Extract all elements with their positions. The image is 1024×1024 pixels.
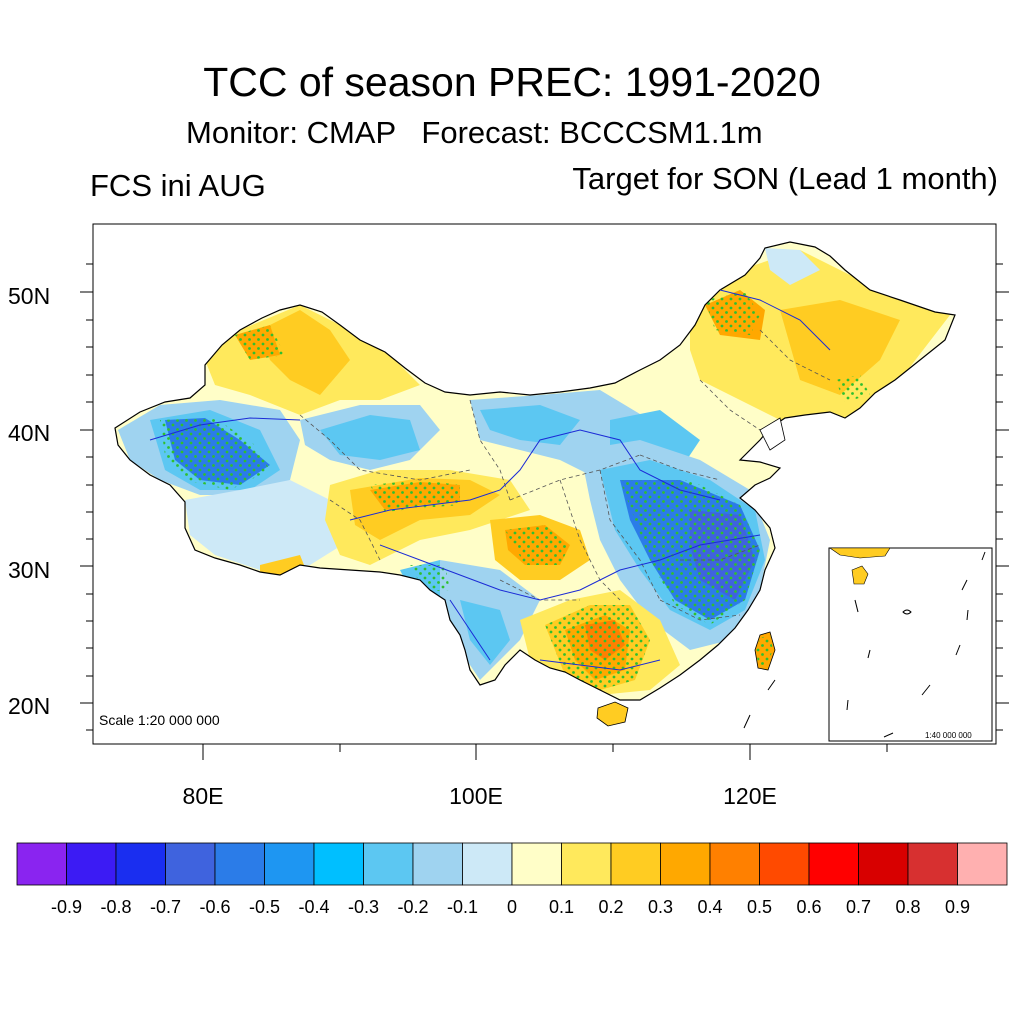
south-china-sea-inset — [828, 547, 993, 742]
bohai-gulf — [759, 417, 786, 451]
colorbar-box — [759, 842, 810, 886]
colorbar-box — [16, 842, 67, 886]
colorbar-box — [313, 842, 364, 886]
colorbar-tick-label: 0.7 — [845, 897, 872, 917]
colorbar-tick-label: -0.2 — [397, 897, 429, 917]
colorbar-box — [214, 842, 265, 886]
colorbar — [16, 842, 1008, 886]
colorbar-box — [957, 842, 1008, 886]
colorbar-tick-label: 0.9 — [944, 897, 971, 917]
lat-label-40n: 40N — [8, 420, 51, 446]
colorbar-box — [808, 842, 859, 886]
target-label: Target for SON (Lead 1 month) — [572, 161, 998, 196]
colorbar-tick-label: 0.5 — [746, 897, 773, 917]
colorbar-box — [165, 842, 216, 886]
colorbar-box — [610, 842, 661, 886]
colorbar-box — [115, 842, 166, 886]
lon-label-120e: 120E — [723, 783, 777, 809]
map-subtitle: Monitor: CMAP Forecast: BCCCSM1.1m — [186, 115, 763, 150]
hainan-island — [596, 701, 629, 727]
colorbar-tick-label: 0.8 — [895, 897, 921, 917]
lat-label-30n: 30N — [8, 557, 51, 583]
colorbar-box — [561, 842, 612, 886]
colorbar-tick-label: -0.7 — [149, 897, 182, 917]
colorbar-tick-label: -0.8 — [100, 897, 132, 917]
colorbar-tick-label: 0.1 — [548, 897, 575, 917]
colorbar-tick-label: 0.2 — [598, 897, 624, 917]
init-label: FCS ini AUG — [90, 168, 266, 203]
tcc-field — [115, 242, 955, 700]
map-title: TCC of season PREC: 1991-2020 — [203, 59, 821, 105]
colorbar-box — [709, 842, 760, 886]
colorbar-tick-label: -0.3 — [347, 897, 380, 917]
colorbar-tick-label: -0.5 — [248, 897, 281, 917]
colorbar-tick-label: -0.4 — [298, 897, 330, 917]
inset-scale-label: 1:40 000 000 — [925, 731, 972, 740]
colorbar-tick-label: -0.1 — [446, 897, 479, 917]
colorbar-box — [363, 842, 414, 886]
colorbar-box — [907, 842, 958, 886]
lat-label-20n: 20N — [8, 693, 51, 719]
scale-label: Scale 1:20 000 000 — [99, 712, 220, 728]
colorbar-tick-label: -0.9 — [50, 897, 83, 917]
colorbar-box — [264, 842, 315, 886]
colorbar-tick-label: 0 — [506, 897, 517, 917]
axis-ticks — [80, 263, 1009, 760]
colorbar-tick-label: 0.6 — [796, 897, 822, 917]
colorbar-box — [462, 842, 513, 886]
colorbar-box — [660, 842, 711, 886]
colorbar-tick-label: 0.4 — [697, 897, 723, 917]
colorbar-box — [412, 842, 463, 886]
lon-label-80e: 80E — [182, 783, 224, 809]
colorbar-box — [511, 842, 562, 886]
lon-label-100e: 100E — [449, 783, 503, 809]
country-border — [114, 241, 956, 701]
rivers — [149, 289, 831, 671]
colorbar-tick-label: -0.6 — [199, 897, 231, 917]
colorbar-box — [858, 842, 909, 886]
lat-label-50n: 50N — [8, 283, 51, 309]
colorbar-tick-label: 0.3 — [647, 897, 674, 917]
colorbar-box — [66, 842, 117, 886]
